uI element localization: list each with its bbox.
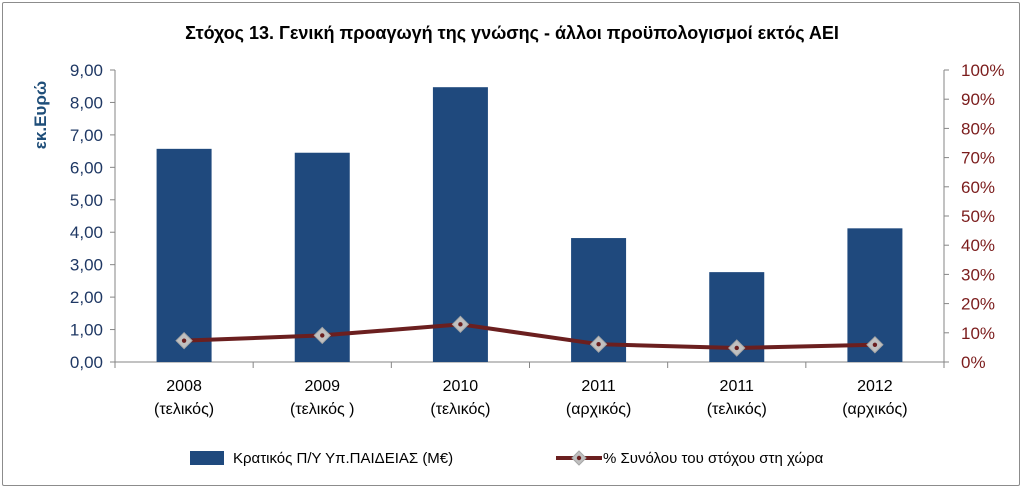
x-tick-label: (τελικός) (154, 401, 214, 418)
x-tick-label: 2011 (720, 378, 755, 395)
plot-area: 0,00 1,00 2,00 3,00 4,00 5,00 6,00 7,00 8,00 9,00… (70, 61, 1005, 418)
series-line (184, 322, 875, 350)
y-tick-label: 4,00 (70, 223, 103, 242)
y2-tick-label: 60% (961, 178, 995, 197)
y2-tick-label: 30% (961, 265, 995, 284)
legend-swatch-bars (190, 451, 224, 465)
x-tick-label: 2010 (443, 378, 479, 395)
y-tick-label: 7,00 (70, 126, 103, 145)
y2-tick-label: 70% (961, 149, 995, 168)
bar (156, 148, 212, 362)
y2-tick-label: 80% (961, 119, 995, 138)
y2-tick-label: 20% (961, 295, 995, 314)
line-point-dot (734, 345, 739, 351)
legend-marker-dot (576, 455, 582, 461)
x-tick-label: 2008 (166, 378, 202, 395)
x-tick-label: 2009 (304, 378, 340, 395)
y-axis-label: εκ.Ευρώ (31, 81, 50, 149)
line-point-dot (872, 342, 878, 347)
x-tick-label: (τελικός) (430, 401, 490, 418)
y2-tick-label: 40% (961, 236, 995, 255)
x-tick-label: 2012 (857, 378, 893, 395)
y-tick-label: 2,00 (70, 288, 103, 307)
y-tick-label: 9,00 (70, 61, 103, 80)
chart-title: Στόχος 13. Γενική προαγωγή της γνώσης - … (185, 23, 839, 43)
y-tick-label: 5,00 (70, 191, 103, 210)
y2-tick-label: 90% (961, 90, 995, 109)
legend-label-line: % Συνόλου του στόχου στη χώρα (603, 450, 824, 467)
line-point-dot (181, 338, 187, 343)
x-tick-label: (τελικός) (707, 401, 767, 418)
y-tick-label: 8,00 (70, 93, 103, 112)
legend-label-bars: Κρατικός Π/Υ Υπ.ΠΑΙΔΕΙΑΣ (Μ€) (233, 450, 453, 467)
x-tick-label: (αρχικός) (566, 401, 631, 418)
y-tick-label: 3,00 (70, 256, 103, 275)
x-tick-label: (αρχικός) (842, 401, 907, 418)
x-tick-label: (τελικός ) (290, 401, 355, 418)
legend: Κρατικός Π/Υ Υπ.ΠΑΙΔΕΙΑΣ (Μ€) % Συνόλου τ… (190, 450, 824, 467)
line-point-dot (320, 333, 325, 338)
y2-tick-label: 100% (961, 61, 1004, 80)
line-point-dot (458, 322, 463, 327)
x-tick-label: 2011 (581, 378, 616, 395)
y2-tick-label: 10% (961, 324, 995, 343)
line-point-dot (596, 341, 601, 347)
y-tick-label: 6,00 (70, 158, 103, 177)
y2-tick-label: 0% (961, 353, 986, 372)
y2-tick-label: 50% (961, 207, 995, 226)
y-tick-label: 1,00 (70, 321, 103, 340)
y-tick-label: 0,00 (70, 353, 103, 372)
